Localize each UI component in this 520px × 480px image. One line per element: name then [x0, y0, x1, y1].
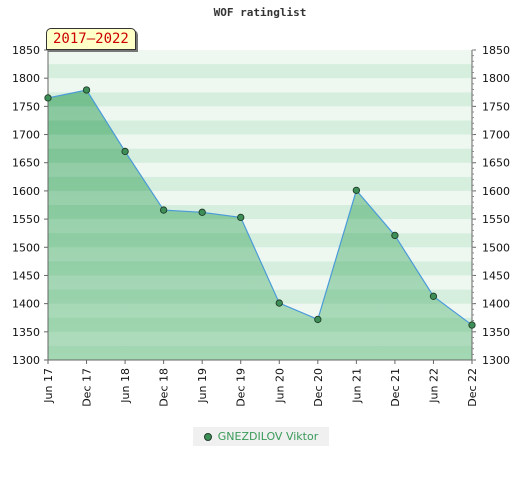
x-tick-label: Dec 20 — [312, 368, 325, 407]
data-point — [198, 208, 206, 216]
grid-band — [48, 50, 472, 65]
grid-band — [48, 162, 472, 177]
data-point — [468, 321, 476, 329]
y-tick-label-left: 1350 — [12, 326, 40, 339]
grid-band — [48, 120, 472, 135]
x-tick-label: Jun 22 — [427, 368, 440, 404]
grid-band — [48, 64, 472, 79]
data-point — [352, 186, 361, 194]
y-tick-label-right: 1550 — [482, 213, 510, 226]
y-tick-label-left: 1750 — [12, 100, 40, 113]
y-tick-label-left: 1300 — [12, 354, 40, 367]
y-tick-label-left: 1500 — [12, 241, 40, 254]
data-point — [429, 292, 438, 300]
y-tick-label-right: 1700 — [482, 129, 510, 142]
y-tick-label-left: 1550 — [12, 213, 40, 226]
data-point — [121, 147, 129, 156]
area-stripe — [48, 303, 472, 318]
y-tick-label-left: 1650 — [12, 157, 40, 170]
grid-band — [48, 134, 472, 149]
y-tick-label-right: 1300 — [482, 354, 510, 367]
legend-label: GNEZDILOV Viktor — [217, 430, 319, 443]
x-tick-label: Dec 19 — [235, 368, 248, 407]
y-tick-label-right: 1400 — [482, 298, 510, 311]
x-tick-label: Jun 17 — [42, 368, 55, 404]
x-tick-label: Dec 21 — [389, 368, 402, 407]
x-tick-label: Jun 21 — [350, 368, 363, 404]
grid-band — [48, 78, 472, 93]
y-tick-label-left: 1600 — [12, 185, 40, 198]
x-tick-label: Dec 18 — [158, 368, 171, 407]
grid-band — [48, 92, 472, 107]
area-stripe — [48, 331, 472, 346]
y-tick-label-left: 1700 — [12, 129, 40, 142]
data-point — [82, 86, 91, 94]
data-point — [275, 299, 283, 307]
series-line — [47, 89, 473, 326]
y-tick-label-right: 1750 — [482, 100, 510, 113]
y-tick-label-left: 1400 — [12, 298, 40, 311]
y-tick-label-left: 1450 — [12, 269, 40, 282]
x-tick-label: Jun 20 — [273, 368, 286, 404]
y-tick-label-right: 1500 — [482, 241, 510, 254]
grid-band — [48, 148, 472, 163]
area-stripe — [48, 275, 472, 290]
x-tick-label: Jun 19 — [196, 368, 209, 404]
legend-marker-icon — [203, 432, 212, 441]
chart-title: WOF ratinglist — [213, 6, 307, 19]
data-point — [159, 206, 168, 214]
x-tick-label: Dec 22 — [466, 368, 479, 407]
data-point — [314, 315, 322, 324]
y-tick-label-right: 1450 — [482, 269, 510, 282]
y-tick-label-right: 1600 — [482, 185, 510, 198]
y-tick-label-right: 1850 — [482, 44, 510, 57]
grid-band — [48, 176, 472, 191]
y-tick-label-left: 1850 — [12, 44, 40, 57]
data-point — [237, 213, 245, 222]
y-tick-label-right: 1650 — [482, 157, 510, 170]
y-tick-label-left: 1800 — [12, 72, 40, 85]
y-tick-label-right: 1800 — [482, 72, 510, 85]
x-tick-label: Dec 17 — [81, 368, 94, 407]
y-tick-label-right: 1350 — [482, 326, 510, 339]
x-tick-label: Jun 18 — [119, 368, 132, 404]
legend[interactable]: GNEZDILOV Viktor — [193, 427, 329, 446]
series-area — [48, 90, 472, 360]
grid-band — [48, 106, 472, 121]
data-point — [44, 94, 52, 102]
period-badge: 2017–2022 — [46, 28, 136, 50]
data-point — [391, 231, 399, 240]
